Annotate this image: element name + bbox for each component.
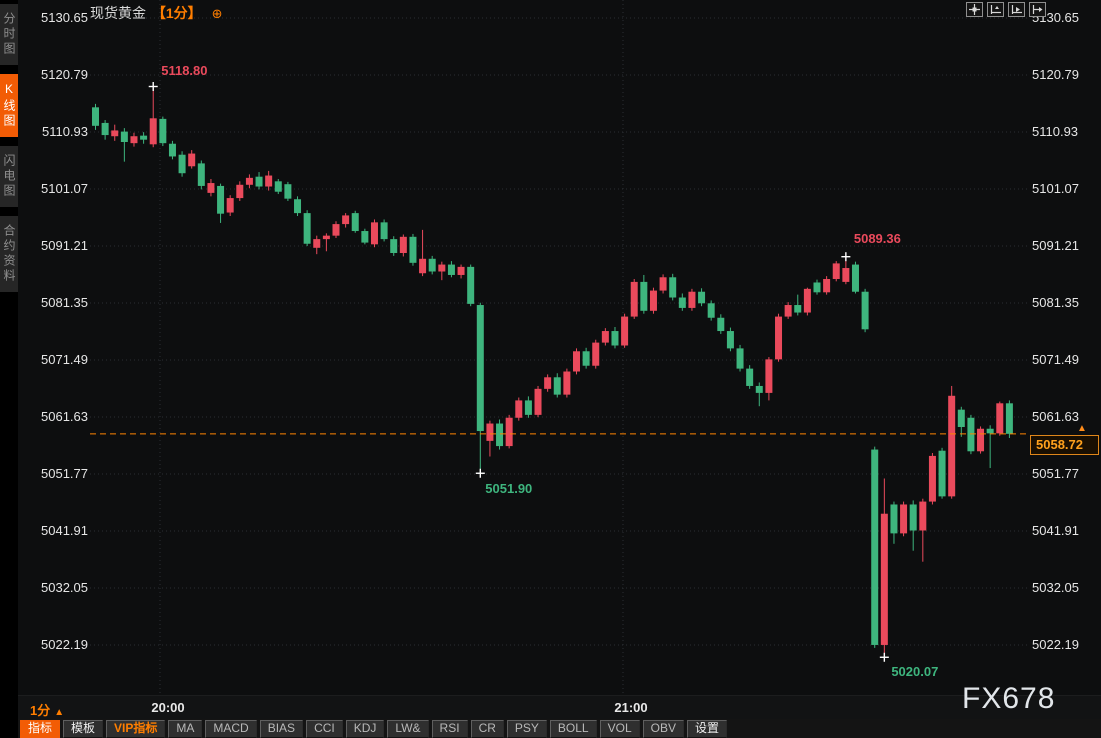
price-axis-label: 5101.07 (1032, 181, 1079, 196)
price-axis-label: 5041.91 (41, 523, 88, 538)
indicator-button-OBV[interactable]: OBV (642, 720, 684, 738)
price-axis-label: 5091.21 (41, 238, 88, 253)
indicator-button-BOLL[interactable]: BOLL (549, 720, 597, 738)
indicator-button-模板[interactable]: 模板 (63, 720, 104, 738)
indicator-button-PSY[interactable]: PSY (506, 720, 547, 738)
period-label: 1分 (30, 703, 51, 718)
indicator-button-设置[interactable]: 设置 (686, 720, 727, 738)
sidebar-tab-kline-chart[interactable]: K线图 (0, 74, 18, 137)
current-price-tag: 5058.72 (1030, 434, 1099, 455)
watermark: FX678 (962, 682, 1056, 715)
price-axis-label: 5130.65 (41, 10, 88, 25)
indicator-toolbar: 指标 模板 VIP指标 MA MACD BIAS CCI KDJ LW& RSI CR PSY BOLL… (18, 719, 1101, 738)
time-tick-label: 21:00 (614, 700, 648, 715)
price-axis-label: 5101.07 (41, 181, 88, 196)
indicator-button-MA[interactable]: MA (168, 720, 203, 738)
price-annotation: 5051.90 (485, 481, 533, 497)
period-selector[interactable]: 1分 ▲ (30, 700, 64, 719)
price-axis-label: 5022.19 (41, 637, 88, 652)
price-axis-label: 5091.21 (1032, 238, 1079, 253)
price-axis-label: 5061.63 (1032, 409, 1079, 424)
price-axis-label: 5110.93 (41, 124, 88, 139)
sidebar-tab-flash-chart[interactable]: 闪电图 (0, 146, 18, 207)
price-axis-label: 5081.35 (41, 295, 88, 310)
price-axis-label: 5120.79 (41, 67, 88, 82)
period-tag: 【1分】 (151, 5, 202, 21)
price-axis-label: 5071.49 (41, 352, 88, 367)
price-annotation: 5089.36 (853, 230, 901, 246)
y-axis-scale-icon[interactable] (987, 2, 1004, 17)
price-up-arrow-icon: ▲ (1077, 422, 1087, 434)
price-axis-label: 5081.35 (1032, 295, 1079, 310)
indicator-button-指标[interactable]: 指标 (20, 720, 61, 738)
indicator-button-MACD[interactable]: MACD (205, 720, 257, 738)
price-axis-label: 5061.63 (41, 409, 88, 424)
price-annotation: 5118.80 (161, 62, 208, 78)
chart-header: 现货黄金 【1分】 ⊕ (90, 3, 222, 23)
indicator-button-CR[interactable]: CR (470, 720, 504, 738)
price-axis-label: 5051.77 (1032, 466, 1079, 481)
indicator-button-BIAS[interactable]: BIAS (259, 720, 304, 738)
sidebar-tab-contract-info[interactable]: 合约资料 (0, 216, 18, 292)
price-axis-label: 5041.91 (1032, 523, 1079, 538)
indicator-button-VOL[interactable]: VOL (599, 720, 640, 738)
price-annotation: 5020.07 (891, 664, 939, 680)
indicator-button-LW&[interactable]: LW& (387, 720, 429, 738)
price-axis-label: 5110.93 (1032, 124, 1079, 139)
price-axis-label: 5022.19 (1032, 637, 1079, 652)
price-axis-label: 5120.79 (1032, 67, 1079, 82)
price-axis-label: 5032.05 (1032, 580, 1079, 595)
indicator-button-KDJ[interactable]: KDJ (345, 720, 385, 738)
price-axis-label: 5071.49 (1032, 352, 1079, 367)
x-axis-scale-icon[interactable] (1008, 2, 1025, 17)
candlestick-chart[interactable] (0, 0, 1101, 695)
price-axis-label: 5032.05 (41, 580, 88, 595)
sidebar-tab-time-chart[interactable]: 分时图 (0, 4, 18, 65)
indicator-button-CCI[interactable]: CCI (306, 720, 343, 738)
chart-toolbar (966, 2, 1046, 17)
time-axis: 1分 ▲ 20:00 21:00 (18, 695, 1101, 720)
circle-plus-icon[interactable]: ⊕ (211, 6, 223, 21)
price-axis-label: 5051.77 (41, 466, 88, 481)
indicator-button-VIP指标[interactable]: VIP指标 (106, 720, 166, 738)
axis-reset-icon[interactable] (1029, 2, 1046, 17)
left-sidebar: 分时图 K线图闪电图合约资料 (0, 0, 18, 738)
indicator-button-RSI[interactable]: RSI (431, 720, 468, 738)
time-tick-label: 20:00 (151, 700, 185, 715)
crosshair-icon[interactable] (966, 2, 983, 17)
symbol-title: 现货黄金 (90, 5, 146, 21)
triangle-up-icon: ▲ (54, 707, 65, 718)
